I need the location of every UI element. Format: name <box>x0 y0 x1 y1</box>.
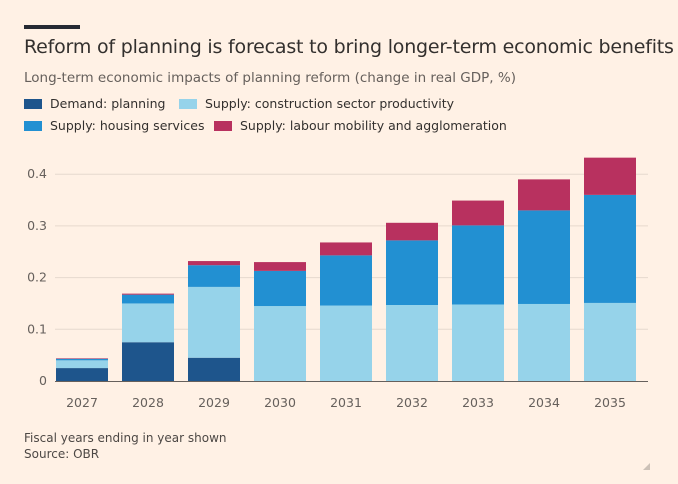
bar-segment <box>56 360 108 369</box>
legend-swatch-demand-planning <box>24 98 42 109</box>
bar-segment <box>122 303 174 343</box>
x-tick-label: 2031 <box>330 395 362 410</box>
legend-item-demand-planning: Demand: planning <box>24 96 165 111</box>
resize-handle-icon[interactable] <box>643 463 650 470</box>
y-tick-label: 0.2 <box>27 270 47 285</box>
legend-swatch-housing-services <box>24 120 42 131</box>
legend-swatch-labour-mobility <box>214 120 232 131</box>
bar-segment <box>320 242 372 256</box>
footnote: Fiscal years ending in year shown Source… <box>24 430 227 462</box>
bar-segment <box>584 302 636 381</box>
y-tick-label: 0.1 <box>27 321 47 336</box>
chart-title: Reform of planning is forecast to bring … <box>24 36 674 58</box>
bar-segment <box>254 306 306 381</box>
bar-segment <box>122 293 174 295</box>
bar-segment <box>320 255 372 306</box>
bar-segment <box>56 358 108 359</box>
bar-segment <box>386 222 438 241</box>
bar-segment <box>518 303 570 381</box>
y-tick-label: 0.3 <box>27 218 47 233</box>
legend-label-construction-productivity: Supply: construction sector productivity <box>205 96 455 111</box>
bar-segment <box>584 194 636 303</box>
x-tick-label: 2030 <box>264 395 296 410</box>
bar-segment <box>254 270 306 307</box>
x-tick-label: 2029 <box>198 395 230 410</box>
legend: Demand: planning Supply: construction se… <box>24 96 664 140</box>
bar-segment <box>386 240 438 306</box>
x-tick-label: 2027 <box>66 395 98 410</box>
x-tick-label: 2035 <box>594 395 626 410</box>
bar-segment <box>188 286 240 358</box>
bar-segment <box>518 210 570 304</box>
footnote-note: Fiscal years ending in year shown <box>24 431 227 445</box>
y-tick-label: 0 <box>39 373 47 388</box>
legend-item-construction-productivity: Supply: construction sector productivity <box>179 96 454 111</box>
bar-segment <box>452 304 504 381</box>
bar-segment <box>386 305 438 381</box>
stacked-bar-chart: 0 0.1 0.2 0.3 0.4 2027 2028 2029 2030 2031 2032 203… <box>27 157 648 410</box>
bars <box>56 157 636 381</box>
legend-label-labour-mobility: Supply: labour mobility and agglomeratio… <box>240 118 507 133</box>
legend-item-housing-services: Supply: housing services <box>24 118 204 133</box>
bar-segment <box>452 225 504 305</box>
bar-segment <box>518 179 570 211</box>
x-tick-label: 2028 <box>132 395 164 410</box>
legend-swatch-construction-productivity <box>179 98 197 109</box>
bar-segment <box>56 358 108 361</box>
legend-label-housing-services: Supply: housing services <box>50 118 205 133</box>
x-tick-label: 2032 <box>396 395 428 410</box>
y-tick-label: 0.4 <box>27 166 47 181</box>
bar-segment <box>254 262 306 271</box>
bar-segment <box>188 265 240 287</box>
legend-label-demand-planning: Demand: planning <box>50 96 166 111</box>
bar-segment <box>320 305 372 381</box>
bar-segment <box>122 294 174 304</box>
bar-segment <box>56 368 108 381</box>
chart-subtitle: Long-term economic impacts of planning r… <box>24 70 516 86</box>
bar-segment <box>584 157 636 195</box>
x-tick-label: 2034 <box>528 395 560 410</box>
footnote-source: Source: OBR <box>24 447 100 461</box>
bar-segment <box>452 200 504 226</box>
bar-segment <box>122 342 174 381</box>
x-tick-label: 2033 <box>462 395 494 410</box>
bar-segment <box>188 357 240 381</box>
top-rule <box>24 25 80 29</box>
axes: 0 0.1 0.2 0.3 0.4 2027 2028 2029 2030 2031 2032 203… <box>27 166 648 410</box>
legend-item-labour-mobility: Supply: labour mobility and agglomeratio… <box>214 118 507 133</box>
bar-segment <box>188 261 240 266</box>
